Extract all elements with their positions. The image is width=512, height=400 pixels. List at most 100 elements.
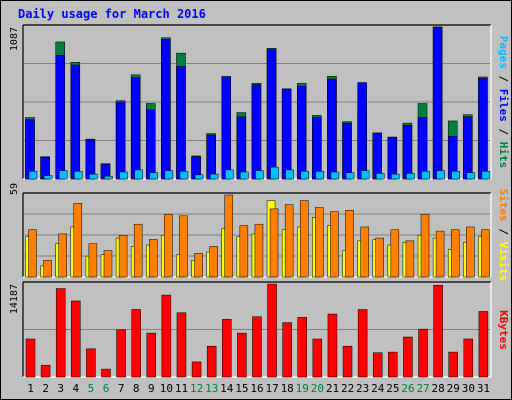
bar-pages	[74, 171, 83, 180]
bar-kbytes	[463, 338, 474, 378]
bar-kbytes	[25, 338, 36, 378]
bar-files	[463, 116, 473, 180]
bar-pages	[194, 174, 204, 180]
bar-kbytes	[267, 283, 277, 378]
bar-kbytes	[252, 316, 262, 378]
bar-files	[161, 38, 171, 180]
day-label: 21	[326, 382, 339, 395]
bar-pages	[421, 171, 430, 180]
day-label: 25	[386, 382, 399, 395]
y-max-kbytes: 14187	[9, 284, 20, 314]
day-label: 27	[416, 382, 429, 395]
bar-sites	[450, 229, 460, 278]
day-label: 5	[88, 382, 95, 395]
bar-sites	[149, 239, 158, 278]
bar-kbytes	[71, 300, 81, 378]
day-label: 15	[235, 382, 248, 395]
bar-files	[25, 119, 35, 180]
bar-pages	[225, 169, 234, 180]
bar-sites	[330, 211, 339, 278]
day-label: 2	[42, 382, 49, 395]
bar-sites	[133, 223, 143, 278]
day-label: 6	[103, 382, 110, 395]
bar-files	[478, 78, 488, 180]
day-label: 19	[296, 382, 309, 395]
bar-sites	[28, 229, 37, 278]
day-label: 18	[281, 382, 294, 395]
day-label: 3	[57, 382, 64, 395]
bar-kbytes	[101, 368, 111, 378]
bar-sites	[360, 226, 369, 278]
bar-pages	[406, 173, 415, 180]
day-label: 10	[160, 382, 173, 395]
day-label: 30	[462, 382, 475, 395]
bar-files	[266, 49, 277, 180]
bar-files	[176, 66, 186, 180]
bar-pages	[285, 169, 294, 180]
day-label: 17	[265, 382, 278, 395]
bar-pages	[300, 171, 309, 180]
bar-pages	[179, 171, 189, 180]
bar-kbytes	[282, 322, 292, 378]
bar-files	[432, 26, 443, 180]
bar-kbytes	[161, 294, 172, 378]
bar-files	[236, 116, 247, 180]
bar-kbytes	[206, 345, 217, 378]
legend-kbytes-panel: KBytes	[497, 310, 510, 350]
bar-sites	[375, 237, 384, 278]
day-label: 22	[341, 382, 354, 395]
bar-kbytes	[55, 288, 66, 378]
day-label: 29	[447, 382, 460, 395]
bar-pages	[164, 170, 174, 180]
bar-files	[55, 54, 65, 180]
bar-kbytes	[357, 309, 368, 378]
bar-kbytes	[312, 338, 323, 378]
bar-sites	[43, 260, 52, 278]
day-label: 20	[311, 382, 324, 395]
y-max-hits: 1087	[9, 27, 20, 51]
day-label: 13	[205, 382, 218, 395]
bar-pages	[360, 170, 370, 180]
y-max-visits: 59	[9, 183, 20, 195]
bar-sites	[58, 233, 67, 278]
legend-kbytes: KBytes	[497, 310, 510, 350]
bar-sites	[466, 226, 475, 278]
bar-files	[281, 89, 292, 180]
bar-kbytes	[297, 317, 307, 378]
bar-pages	[345, 172, 355, 180]
bar-pages	[466, 172, 476, 180]
bar-pages	[209, 173, 219, 180]
bar-kbytes	[478, 311, 489, 378]
chart-title: Daily usage for March 2016	[18, 7, 206, 21]
bar-sites	[299, 200, 309, 278]
legend-hits: Hits	[497, 142, 510, 169]
bar-files	[221, 77, 232, 180]
bar-files	[402, 124, 413, 180]
bar-sites	[224, 194, 234, 278]
bar-files	[357, 82, 367, 180]
bar-files	[312, 117, 322, 180]
bar-sites	[118, 235, 128, 278]
bar-kbytes	[176, 312, 187, 378]
bar-sites	[73, 203, 83, 278]
bar-pages	[89, 173, 98, 180]
day-label: 12	[190, 382, 203, 395]
day-label: 28	[432, 382, 445, 395]
bar-sites	[194, 253, 203, 278]
day-label: 23	[356, 382, 369, 395]
bar-sites	[405, 240, 415, 278]
bar-pages	[43, 175, 53, 180]
bar-pages	[330, 171, 340, 180]
bar-pages	[375, 173, 385, 180]
bar-sites	[209, 246, 218, 278]
bar-kbytes	[237, 332, 247, 378]
bar-sites	[103, 250, 113, 278]
bar-files	[387, 137, 398, 180]
bar-pages	[28, 171, 38, 180]
day-label: 11	[175, 382, 188, 395]
day-label: 14	[220, 382, 234, 395]
bar-files	[372, 133, 382, 180]
bar-pages	[255, 170, 264, 180]
bar-kbytes	[40, 364, 51, 378]
